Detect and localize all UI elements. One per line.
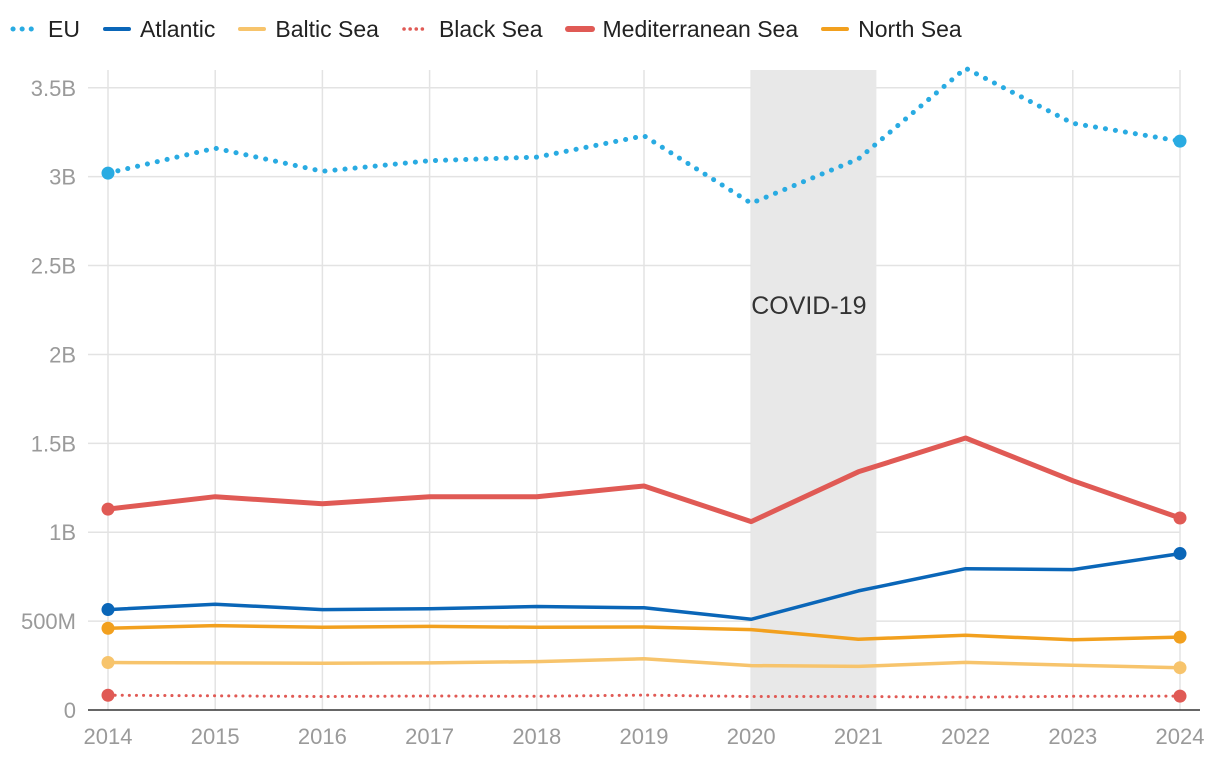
legend-label: Atlantic [139, 15, 216, 42]
point-north-sea-2014 [101, 621, 115, 635]
point-atlantic-2014 [101, 603, 115, 617]
legend-item-eu[interactable]: EU [10, 16, 80, 43]
legend-label: North Sea [858, 15, 962, 42]
point-eu-2014 [101, 166, 115, 180]
covid-label: COVID-19 [751, 292, 866, 320]
point-black-sea-2024 [1173, 689, 1187, 703]
legend-label: Mediterranean Sea [602, 15, 799, 42]
x-tick-label: 2014 [84, 724, 133, 749]
point-atlantic-2024 [1173, 547, 1187, 561]
endpoint-markers [101, 134, 1187, 703]
point-eu-2024 [1173, 134, 1187, 148]
series-line-eu [105, 65, 1183, 206]
series-line-black-sea [106, 693, 1182, 699]
x-tick-label: 2021 [834, 724, 883, 749]
legend-label: Black Sea [438, 15, 543, 42]
legend-swatch-north-sea [821, 27, 850, 31]
point-mediterranean-sea-2024 [1173, 511, 1187, 525]
x-tick-label: 2015 [191, 724, 240, 749]
x-tick-label: 2022 [941, 724, 990, 749]
series-line-baltic-sea [106, 657, 1182, 670]
y-tick-label: 3B [49, 165, 76, 190]
y-tick-label: 3.5B [31, 76, 76, 101]
legend-item-north-sea[interactable]: North Sea [820, 16, 962, 43]
legend-item-baltic-sea[interactable]: Baltic Sea [237, 16, 379, 43]
y-tick-label: 1.5B [31, 431, 76, 456]
legend-swatch-mediterranean-sea [564, 26, 595, 32]
series-line-mediterranean-sea [105, 435, 1183, 525]
point-black-sea-2014 [101, 688, 115, 702]
series-line-atlantic [106, 551, 1182, 622]
series-line-north-sea [106, 623, 1182, 642]
legend-swatch-atlantic [102, 27, 131, 31]
x-tick-label: 2018 [512, 724, 561, 749]
point-north-sea-2024 [1173, 630, 1187, 644]
legend-item-mediterranean-sea[interactable]: Mediterranean Sea [564, 15, 799, 43]
point-baltic-sea-2014 [101, 656, 115, 670]
legend-item-black-sea[interactable]: Black Sea [401, 16, 543, 43]
legend: EU Atlantic Baltic Sea Black Sea Mediterrane… [10, 12, 962, 46]
legend-item-atlantic[interactable]: Atlantic [102, 16, 215, 43]
x-tick-label: 2020 [727, 724, 776, 749]
point-mediterranean-sea-2014 [101, 502, 115, 516]
grid [88, 70, 1181, 710]
point-baltic-sea-2024 [1173, 661, 1187, 675]
y-tick-label: 1B [49, 520, 76, 545]
legend-label: EU [48, 15, 80, 42]
x-tick-label: 2019 [620, 724, 669, 749]
x-tick-label: 2017 [405, 724, 454, 749]
legend-swatch-black-sea [402, 27, 430, 31]
series-lines [105, 65, 1183, 699]
y-tick-label: 0 [64, 698, 76, 723]
legend-label: Baltic Sea [275, 15, 379, 42]
axes: 0 500M 1B 1.5B 2B 2.5B 3B 3.5B 2014 2015 2016 2017 2… [21, 76, 1205, 749]
legend-swatch-eu [10, 26, 40, 32]
y-tick-label: 2B [49, 342, 76, 367]
y-tick-label: 500M [21, 609, 76, 634]
legend-swatch-baltic-sea [238, 27, 267, 31]
x-tick-label: 2024 [1156, 724, 1205, 749]
x-tick-label: 2023 [1048, 724, 1097, 749]
y-tick-label: 2.5B [31, 254, 76, 279]
x-tick-label: 2016 [298, 724, 347, 749]
